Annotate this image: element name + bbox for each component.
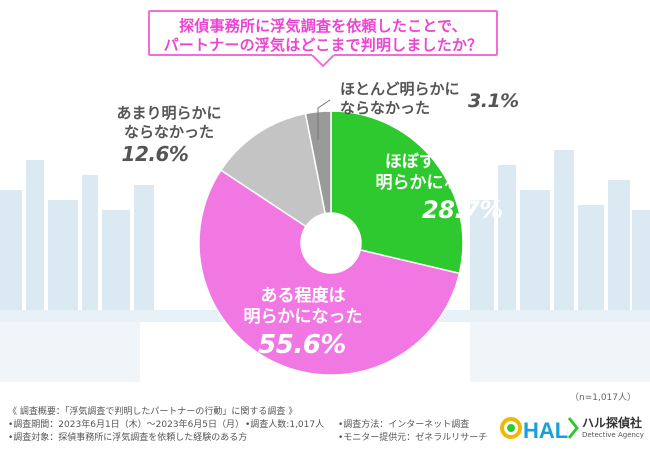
slice-none: [304, 110, 332, 215]
survey-footer: 《 調査概要：「浮気調査で判明したパートナーの行動」に関する調査 》 •調査期間…: [8, 404, 642, 446]
slice-label-some: ある程度は 明らかになった 55.6%: [228, 286, 378, 361]
slice-label-little: あまり明らかに ならなかった 12.6%: [104, 104, 234, 167]
chart-title-line-1: 探偵事務所に浮気調査を依頼したことで、: [179, 17, 467, 35]
title-callout-tail: [311, 54, 335, 68]
slice-label-none-pct: 3.1%: [468, 90, 519, 112]
slice-label-all: ほぼすべてが 明らかになった 28.7%: [370, 152, 504, 225]
sample-size-note: （n=1,017人）: [569, 393, 636, 403]
slice-label-little-pct: 12.6%: [121, 141, 189, 166]
slice-label-little-line1: あまり明らかに: [116, 104, 222, 122]
survey-outline: 《 調査概要：「浮気調査で判明したパートナーの行動」に関する調査 》: [8, 407, 298, 417]
slice-label-some-pct: 55.6%: [258, 329, 346, 360]
slice-label-all-line2: 明らかになった: [375, 173, 495, 194]
slice-label-some-line1: ある程度は: [260, 286, 346, 306]
slice-all: [330, 110, 464, 275]
hal-logo: HAL: [500, 417, 579, 443]
slice-label-none-line2: ならなかった: [340, 98, 431, 117]
survey-period: •調査期間：2023年6月1日（木）～2023年6月5日（月）: [8, 420, 245, 430]
logo-mark: HAL: [523, 418, 568, 443]
slice-some: [198, 169, 461, 376]
survey-target: •調査対象：探偵事務所に浮気調査を依頼した経験のある方: [8, 433, 248, 443]
slice-label-all-line1: ほぼすべてが: [384, 152, 486, 172]
survey-count: •調査人数:1,017人: [245, 420, 325, 430]
logo-subtitle: Detective Agency: [582, 431, 644, 439]
slice-label-some-line2: 明らかになった: [243, 307, 363, 328]
survey-provider: •モニター提供元：ゼネラルリサーチ: [338, 433, 488, 443]
slice-label-all-pct: 28.7%: [422, 195, 503, 224]
survey-method: •調査方法：インターネット調査: [338, 420, 470, 430]
slice-label-little-line2: ならなかった: [123, 122, 214, 141]
chart-title-line-2: パートナーの浮気はどこまで判明しましたか？: [163, 36, 483, 54]
logo-company-name: ハル探偵社: [582, 416, 643, 430]
slice-little: [219, 112, 327, 228]
slice-label-none: ほとんど明らかに ならなかった: [340, 80, 480, 118]
slice-label-none-line1: ほとんど明らかに: [340, 80, 460, 98]
